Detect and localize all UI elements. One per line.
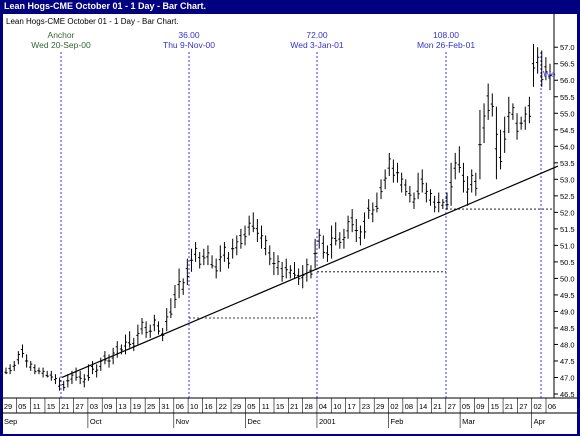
cycle-lines-group: [60, 52, 542, 398]
price-tick-label: 52.5: [560, 192, 575, 201]
date-tick-label: 02: [390, 402, 398, 411]
price-tick-label: 54.5: [560, 126, 575, 135]
date-tick-label: 28: [304, 402, 312, 411]
price-tick-label: 55.0: [560, 109, 575, 118]
date-tick-label: 17: [347, 402, 355, 411]
date-tick-label: 14: [419, 402, 427, 411]
cycle-label: 72.00: [306, 30, 328, 40]
cycle-date-label: Mon 26-Feb-01: [417, 40, 475, 50]
cycle-label: Anchor: [48, 30, 75, 40]
date-tick-label: 06: [176, 402, 184, 411]
price-ticks-group: 46.5 47.0 47.5 48.0 48.5 49.0 49.5 50.0 50.5 51.0…: [554, 43, 575, 399]
date-month-label: Apr: [534, 417, 546, 426]
date-tick-label: 21: [433, 402, 441, 411]
price-tick-label: 47.5: [560, 357, 575, 366]
price-tick-label: 53.0: [560, 175, 575, 184]
title-bar[interactable]: Lean Hogs-CME October 01 - 1 Day - Bar C…: [0, 0, 580, 13]
date-tick-label: 05: [247, 402, 255, 411]
price-tick-label: 47.0: [560, 373, 575, 382]
date-tick-label: 09: [104, 402, 112, 411]
date-tick-label: 25: [147, 402, 155, 411]
date-month-label: Mar: [462, 417, 475, 426]
date-month-label: Sep: [4, 417, 17, 426]
date-tick-label: 15: [47, 402, 55, 411]
date-month-label: Dec: [247, 417, 261, 426]
price-axis-panel: [554, 14, 577, 398]
trend-line: [61, 165, 559, 379]
chart-caption: Lean Hogs-CME October 01 - 1 Day - Bar C…: [6, 17, 179, 26]
date-tick-label: 13: [118, 402, 126, 411]
trend-line-group: [61, 165, 559, 379]
cycle-label: 108.00: [433, 30, 459, 40]
price-tick-label: 52.0: [560, 208, 575, 217]
price-tick-label: 56.5: [560, 60, 575, 69]
price-tick-label: 48.0: [560, 340, 575, 349]
date-tick-label: 11: [33, 402, 41, 411]
date-tick-label: 15: [276, 402, 284, 411]
date-month-label: Oct: [90, 417, 103, 426]
window-title: Lean Hogs-CME October 01 - 1 Day - Bar C…: [4, 1, 207, 11]
cycle-date-label: Wed 20-Sep-00: [31, 40, 91, 50]
date-month-label: Nov: [176, 417, 190, 426]
date-tick-label: 21: [505, 402, 513, 411]
date-tick-label: 02: [534, 402, 542, 411]
price-tick-label: 50.5: [560, 258, 575, 267]
date-tick-label: 22: [219, 402, 227, 411]
date-month-label: Feb: [391, 417, 404, 426]
date-tick-label: 03: [90, 402, 98, 411]
price-tick-label: 50.0: [560, 274, 575, 283]
cycle-date-label: Wed 3-Jan-01: [290, 40, 344, 50]
plot-area: [3, 14, 554, 398]
reference-levels-group: [189, 208, 552, 319]
date-tick-label: 05: [18, 402, 26, 411]
date-axis-panel: [3, 398, 577, 434]
date-tick-label: 29: [233, 402, 241, 411]
price-bars-group: [4, 43, 552, 391]
date-tick-label: 10: [333, 402, 341, 411]
date-tick-label: 06: [548, 402, 556, 411]
price-tick-label: 51.5: [560, 225, 575, 234]
price-tick-label: 46.5: [560, 390, 575, 399]
date-tick-label: 19: [133, 402, 141, 411]
price-tick-label: 56.0: [560, 76, 575, 85]
date-tick-label: 05: [462, 402, 470, 411]
price-tick-label: 53.5: [560, 159, 575, 168]
price-tick-label: 48.5: [560, 324, 575, 333]
date-tick-label: 31: [161, 402, 169, 411]
date-tick-label: 29: [376, 402, 384, 411]
date-tick-label: 10: [190, 402, 198, 411]
cycle-date-label: Thu 9-Nov-00: [163, 40, 215, 50]
date-tick-label: 23: [362, 402, 370, 411]
date-tick-label: 15: [491, 402, 499, 411]
price-tick-label: 57.0: [560, 43, 575, 52]
date-tick-label: 09: [476, 402, 484, 411]
price-tick-label: 49.0: [560, 307, 575, 316]
date-tick-label: 29: [4, 402, 12, 411]
date-tick-label: 27: [448, 402, 456, 411]
cycle-edge-label: We: [543, 69, 556, 79]
date-tick-label: 27: [75, 402, 83, 411]
date-tick-label: 21: [290, 402, 298, 411]
price-tick-label: 54.0: [560, 142, 575, 151]
cycle-label: 36.00: [178, 30, 200, 40]
date-tick-label: 11: [262, 402, 270, 411]
price-tick-label: 51.0: [560, 241, 575, 250]
date-month-label: 2001: [319, 417, 336, 426]
price-tick-label: 55.5: [560, 93, 575, 102]
date-tick-label: 27: [519, 402, 527, 411]
price-tick-label: 49.5: [560, 291, 575, 300]
date-tick-label: 04: [319, 402, 327, 411]
date-tick-label: 16: [204, 402, 212, 411]
date-tick-label: 21: [61, 402, 69, 411]
date-tick-label: 08: [405, 402, 413, 411]
